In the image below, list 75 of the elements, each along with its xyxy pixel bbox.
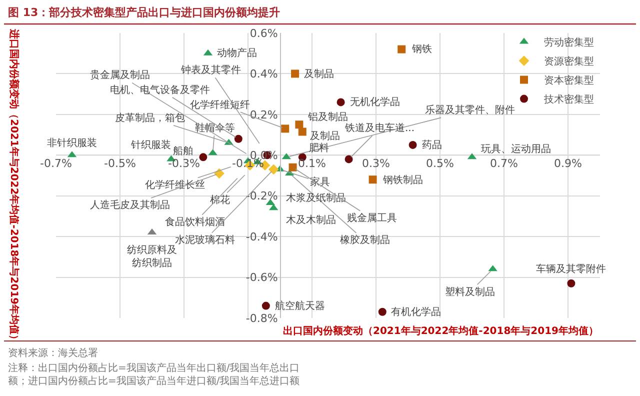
data-label: 航空航天器 [275,300,325,312]
point [567,279,576,288]
point [344,155,353,164]
data-label: 肥料 [309,142,329,154]
point [291,70,300,78]
point [281,124,290,133]
point [234,134,242,143]
legend-label: 资本密集型 [544,74,594,87]
x-tick-label: -0.7% [40,157,72,170]
point [295,120,304,129]
data-label: 船舶 [173,145,193,157]
legend-label: 资源密集型 [544,56,594,68]
data-label: 药品 [422,139,442,151]
data-label: 铝及制品 [307,111,348,123]
x-tick-label: 0.9% [554,157,582,170]
y-tick-label: -0.2% [246,190,278,203]
data-label: 化学纤维长丝 [145,179,205,191]
data-label: 非针织服装 [47,137,97,149]
data-label: 车辆及其零附件 [536,263,606,275]
point [298,128,306,136]
point [368,176,377,184]
data-label: 有机化学品 [391,306,441,318]
point [378,308,386,316]
y-tick-label: -0.8% [246,312,278,325]
data-label: 贵金属及制品 [90,69,150,81]
point [262,302,270,310]
data-label: 及制品 [304,68,334,80]
chart-title: 图 13：部分技术密集型产品出口与进口国内份额均提升 [8,6,280,19]
data-label: 棉花 [210,194,230,206]
data-label: 塑料及制品 [445,286,495,298]
x-tick-label: 0.1% [298,157,326,170]
data-label: 皮革制品，箱包 [115,112,185,124]
y-tick-label: 0.2% [250,108,278,122]
point [288,163,297,172]
data-label: 化学纤维短纤 [190,99,250,111]
data-label: 木及木制品 [286,214,336,226]
data-label: 电机、电气设备及零件 [110,84,210,96]
data-label: 贱金属工具 [347,212,397,224]
data-label: 人造毛皮及其制品 [90,199,170,211]
data-label: 针织服装 [130,139,171,151]
point [199,153,208,162]
data-label: 乐器及其零件、附件 [425,104,515,116]
data-label: 橡胶及制品 [340,234,390,246]
data-label: 鞋帽伞等 [195,122,235,134]
point [398,45,406,54]
point [336,98,345,106]
x-tick-label: 0.7% [490,157,518,170]
data-label: 纺织原料及纺织制品 [127,244,177,269]
data-label: 钢铁 [411,43,432,55]
data-label: 水泥玻璃石料 [175,234,235,246]
x-axis-title: 出口国内份额变动（2021年与2022年均值-2018年与2019年均值） [283,325,598,337]
data-label: 铁道及电车道... [344,122,415,134]
data-label: 无机化学品 [350,96,400,108]
x-tick-label: 0.5% [426,157,454,170]
data-label: 食品饮料烟酒 [165,216,225,228]
text: 注释：出口国内份额占比=我国该产品当年出口额/我国当年总出口额；进口国内份额占比=我国该产品当年进口额/我国当年总进口额 [8,362,300,387]
legend-label: 劳动密集型 [544,36,594,49]
data-label: 钢铁制品 [382,174,423,186]
y-axis-title: 进口国内份额变动（2021年与2022年均值-2018年与2019年均值） [8,28,20,344]
point [268,164,279,175]
y-tick-label: -0.4% [246,230,278,244]
text: 资料来源：海关总署 [8,347,98,359]
x-tick-label: -0.5% [104,157,136,170]
data-label: 钟表及其零件 [180,64,241,76]
data-label: 木浆及纸制品 [286,192,346,204]
legend-label: 技术密集型 [543,94,594,106]
y-tick-label: 0.6% [250,26,278,40]
data-label: 及制品 [310,130,340,142]
data-label: 玩具、运动用品 [481,143,551,155]
x-tick-label: 0.3% [362,157,390,170]
y-tick-label: -0.6% [246,271,278,284]
y-tick-label: 0.4% [250,68,278,81]
data-label: 动物产品 [217,47,257,59]
point [408,140,417,149]
x-tick-label: -0.3% [168,157,200,170]
